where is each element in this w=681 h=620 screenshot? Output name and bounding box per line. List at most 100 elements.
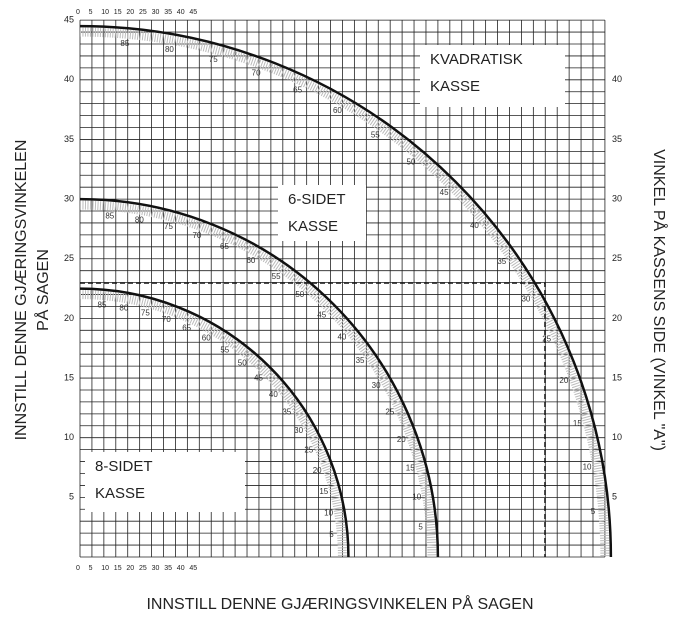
box-text: KASSE	[95, 485, 145, 502]
bottom-tick-label: 5	[89, 565, 93, 572]
arc-label: 25	[542, 335, 551, 344]
arc-label: 65	[220, 242, 229, 251]
right-tick-label: 40	[612, 74, 622, 84]
arc-label: 60	[202, 334, 211, 343]
arc-label: 15	[406, 464, 415, 473]
arc-label: 20	[397, 435, 406, 444]
top-tick-label: 0	[76, 9, 80, 16]
arc-label: 5	[329, 530, 334, 539]
arc-label: 30	[294, 426, 303, 435]
bottom-tick-label: 15	[114, 565, 122, 572]
arc-label: 20	[559, 376, 568, 385]
arc-label: 20	[313, 466, 322, 475]
boxes: KVADRATISK KASSE 6-SIDET KASSE 8-SIDET KASSE	[85, 45, 565, 512]
arc	[79, 287, 350, 558]
arc	[79, 197, 440, 558]
arc-label: 70	[252, 68, 261, 77]
arc-label: 80	[135, 215, 144, 224]
top-tick-label: 40	[177, 9, 185, 16]
arc-label: 45	[317, 310, 326, 319]
right-tick-label: 35	[612, 134, 622, 144]
dashed-guide	[80, 282, 546, 557]
arc-label: 10	[324, 508, 333, 517]
box-text: KASSE	[288, 218, 338, 235]
arc-label: 25	[304, 445, 313, 454]
left-tick-label: 25	[64, 253, 74, 263]
arc-label: 50	[407, 158, 416, 167]
left-tick-label: 20	[64, 313, 74, 323]
right-tick-label: 10	[612, 432, 622, 442]
box-text: 6-SIDET	[288, 191, 346, 208]
right-tick-label: 20	[612, 313, 622, 323]
arc-label: 10	[412, 493, 421, 502]
arc-label: 55	[371, 130, 380, 139]
ticks: 5 10 15 20 25 30 35 40 45 5 10 15 20 25 30 35 40 0 5 10 15 20…	[64, 9, 622, 572]
bottom-tick-label: 0	[76, 565, 80, 572]
left-label: INNSTILL DENNE GJÆRINGSVINKELEN PÅ SAGEN	[13, 140, 52, 441]
right-tick-label: 25	[612, 253, 622, 263]
right-tick-label: 5	[612, 492, 617, 502]
label-box	[85, 452, 245, 512]
arc-label: 70	[162, 315, 171, 324]
left-tick-label: 30	[64, 193, 74, 203]
left-tick-label: 5	[69, 492, 74, 502]
box-text: 8-SIDET	[95, 458, 153, 475]
arc-label: 5	[418, 522, 423, 531]
arc-label: 75	[209, 55, 218, 64]
arc-label: 85	[120, 39, 129, 48]
arc-label: 30	[521, 295, 530, 304]
arc-label: 40	[470, 221, 479, 230]
left-label-line: INNSTILL DENNE GJÆRINGSVINKELEN	[13, 140, 30, 441]
arc-label: 45	[254, 374, 263, 383]
arc-label: 45	[440, 188, 449, 197]
left-label-line: PÅ SAGEN	[33, 249, 52, 331]
arc-label: 55	[272, 272, 281, 281]
label-box	[420, 45, 565, 107]
arc-label: 60	[333, 106, 342, 115]
arc-label: 85	[98, 301, 107, 310]
arc-label: 60	[246, 256, 255, 265]
left-tick-label: 35	[64, 134, 74, 144]
arc-label: 65	[293, 85, 302, 94]
top-tick-label: 35	[164, 9, 172, 16]
arc-label: 50	[238, 359, 247, 368]
bottom-tick-label: 45	[189, 565, 197, 572]
arc-label: 30	[372, 381, 381, 390]
arc-label: 10	[583, 463, 592, 472]
arc-label: 55	[220, 345, 229, 354]
arc-label: 70	[192, 231, 201, 240]
arc	[79, 24, 613, 558]
arc-label: 15	[573, 419, 582, 428]
top-tick-label: 30	[152, 9, 160, 16]
arc-label: 75	[141, 308, 150, 317]
arc-label: 35	[356, 356, 365, 365]
top-tick-label: 25	[139, 9, 147, 16]
box-text: KASSE	[430, 78, 480, 95]
arc-label: 40	[269, 390, 278, 399]
arc-label: 40	[337, 332, 346, 341]
left-tick-label: 45	[64, 15, 74, 25]
bottom-label: INNSTILL DENNE GJÆRINGSVINKELEN PÅ SAGEN	[146, 594, 533, 613]
top-tick-label: 10	[101, 9, 109, 16]
right-tick-label: 15	[612, 372, 622, 382]
bottom-tick-label: 10	[101, 565, 109, 572]
arc-label: 65	[182, 323, 191, 332]
top-tick-label: 15	[114, 9, 122, 16]
bottom-tick-label: 20	[126, 565, 134, 572]
arc-label: 5	[591, 507, 596, 516]
arc-shade	[79, 200, 437, 558]
box-text: KVADRATISK	[430, 51, 523, 68]
left-tick-label: 40	[64, 74, 74, 84]
bottom-tick-label: 30	[152, 565, 160, 572]
left-tick-label: 10	[64, 432, 74, 442]
arc-label: 50	[295, 290, 304, 299]
right-tick-label: 30	[612, 193, 622, 203]
arc-label: 35	[282, 407, 291, 416]
top-tick-label: 20	[126, 9, 134, 16]
bottom-tick-label: 40	[177, 565, 185, 572]
bottom-tick-label: 35	[164, 565, 172, 572]
top-tick-label: 5	[89, 9, 93, 16]
